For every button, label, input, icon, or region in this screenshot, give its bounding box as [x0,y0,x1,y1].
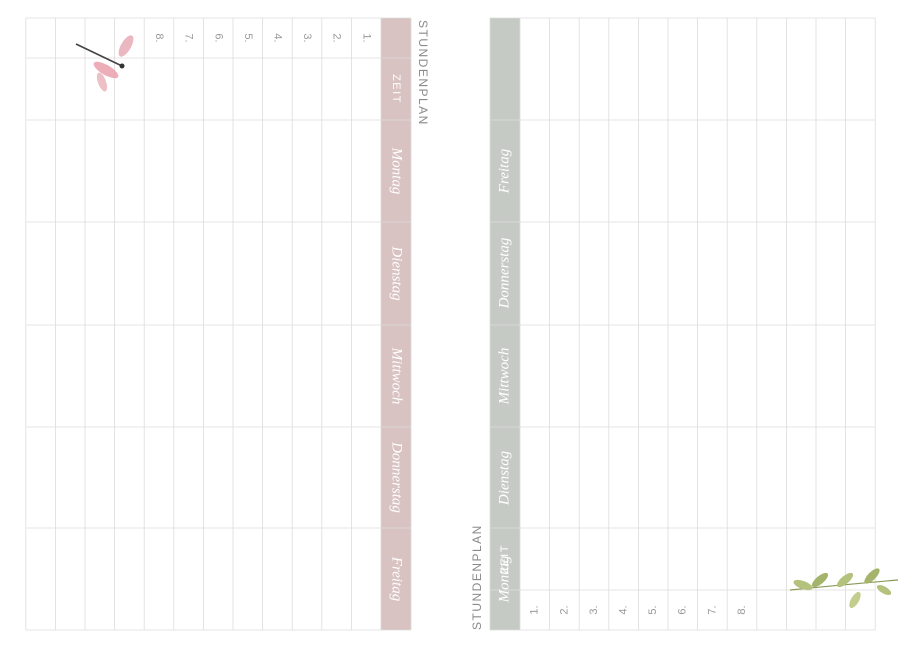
period-number: 2. [331,33,343,42]
dragonfly [75,35,134,92]
period-number: 6. [677,605,689,614]
period-number: 7. [183,33,195,42]
period-number: 7. [706,605,718,614]
day-header: Donnerstag [496,237,512,309]
table-title: STUNDENPLAN [416,20,430,126]
day-header: Freitag [389,556,405,602]
period-number: 1. [529,605,541,614]
period-number: 8. [736,605,748,614]
day-header: Dienstag [389,245,405,301]
day-header: Dienstag [496,450,512,506]
period-number: 2. [558,605,570,614]
day-header: Montag [389,147,405,195]
header-band [490,18,520,630]
period-number: 6. [212,33,224,42]
period-number: 3. [301,33,313,42]
period-number: 3. [588,605,600,614]
time-header: ZEIT [390,74,402,104]
period-number: 8. [153,33,165,42]
day-header: Donnerstag [389,441,405,513]
period-number: 4. [618,605,630,614]
period-number: 5. [242,33,254,42]
period-number: 4. [271,33,283,42]
day-header: Freitag [496,148,512,194]
time-header: ZEIT [499,544,511,574]
day-header: Mittwoch [496,348,512,406]
day-header: Mittwoch [389,347,405,405]
leaves [789,568,899,609]
day-header: Montag [496,555,512,603]
timetables: ZEITMontagDienstagMittwochDonnerstagFrei… [25,17,876,631]
table-title: STUNDENPLAN [470,524,484,630]
header-band [381,18,411,630]
period-number: 5. [647,605,659,614]
period-number: 1. [360,33,372,42]
